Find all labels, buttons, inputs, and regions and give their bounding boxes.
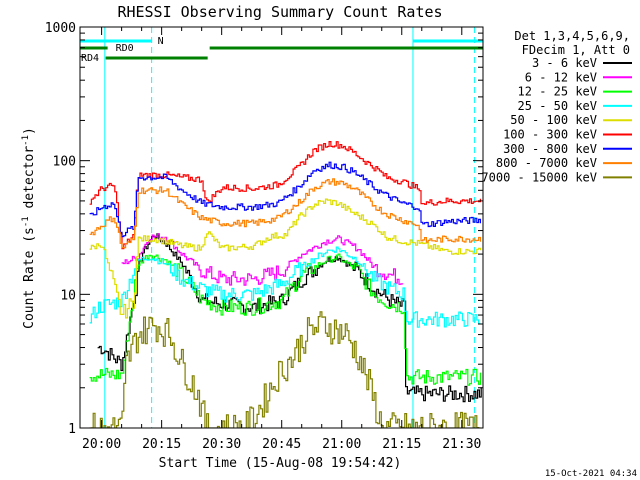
legend-header-2: FDecim 1, Att 0 xyxy=(522,43,630,57)
legend-label: 25 - 50 keV xyxy=(518,99,597,113)
generation-timestamp: 15-Oct-2021 04:34 xyxy=(545,469,637,479)
y-axis-label: Count Rate (s-1 detector-1) xyxy=(21,127,37,329)
legend-item: 50 - 100 keV xyxy=(510,113,632,127)
legend-label: 12 - 25 keV xyxy=(518,85,597,99)
x-tick-label: 20:45 xyxy=(262,437,301,452)
legend-item: 12 - 25 keV xyxy=(518,85,632,99)
legend-label: 6 - 12 keV xyxy=(525,70,597,84)
legend-header-1: Det 1,3,4,5,6,9, xyxy=(514,29,630,43)
series-line xyxy=(89,246,481,328)
series-line xyxy=(89,198,481,319)
x-axis: 20:00 20:15 20:30 20:45 21:00 21:15 21:30 xyxy=(82,27,481,452)
legend-item: 800 - 7000 keV xyxy=(496,156,632,170)
x-tick-label: 20:00 xyxy=(82,437,121,452)
legend-label: 3 - 6 keV xyxy=(532,56,597,70)
legend-item: 300 - 800 keV xyxy=(503,142,632,156)
x-tick-label: 20:30 xyxy=(202,437,241,452)
mode-bars: N RD0 RD4 xyxy=(80,36,483,64)
series-line xyxy=(89,253,481,386)
legend-label: 50 - 100 keV xyxy=(510,113,597,127)
legend-item: 3 - 6 keV xyxy=(532,56,632,70)
y-tick-label: 10 xyxy=(60,288,76,303)
legend-item: 6 - 12 keV xyxy=(525,70,632,84)
legend-label: 100 - 300 keV xyxy=(503,128,597,142)
legend-item: 25 - 50 keV xyxy=(518,99,632,113)
chart-title: RHESSI Observing Summary Count Rates xyxy=(117,3,442,21)
x-tick-label: 20:15 xyxy=(142,437,181,452)
legend-label: 7000 - 15000 keV xyxy=(481,170,597,184)
series-line xyxy=(89,311,481,428)
event-markers xyxy=(104,27,476,428)
x-tick-label: 21:30 xyxy=(442,437,481,452)
x-tick-label: 21:15 xyxy=(382,437,421,452)
legend-label: 300 - 800 keV xyxy=(503,142,597,156)
y-tick-label: 1000 xyxy=(45,21,76,36)
legend-item: 7000 - 15000 keV xyxy=(481,170,632,184)
series-line xyxy=(89,161,481,238)
x-axis-label: Start Time (15-Aug-08 19:54:42) xyxy=(159,456,402,471)
series-layer xyxy=(89,141,482,428)
y-axis: 1 10 100 1000 xyxy=(45,21,483,437)
series-line xyxy=(89,141,481,250)
y-tick-label: 100 xyxy=(53,155,76,170)
y-tick-label: 1 xyxy=(68,422,76,437)
x-tick-label: 21:00 xyxy=(322,437,361,452)
legend-label: 800 - 7000 keV xyxy=(496,156,597,170)
series-line xyxy=(89,178,481,249)
legend: Det 1,3,4,5,6,9, FDecim 1, Att 0 3 - 6 k… xyxy=(481,29,632,184)
legend-item: 100 - 300 keV xyxy=(503,128,632,142)
mode-bar-label: RD4 xyxy=(81,53,99,64)
mode-bar-label: N xyxy=(158,36,164,47)
mode-bar-label: RD0 xyxy=(116,43,134,54)
series-line xyxy=(97,233,482,403)
